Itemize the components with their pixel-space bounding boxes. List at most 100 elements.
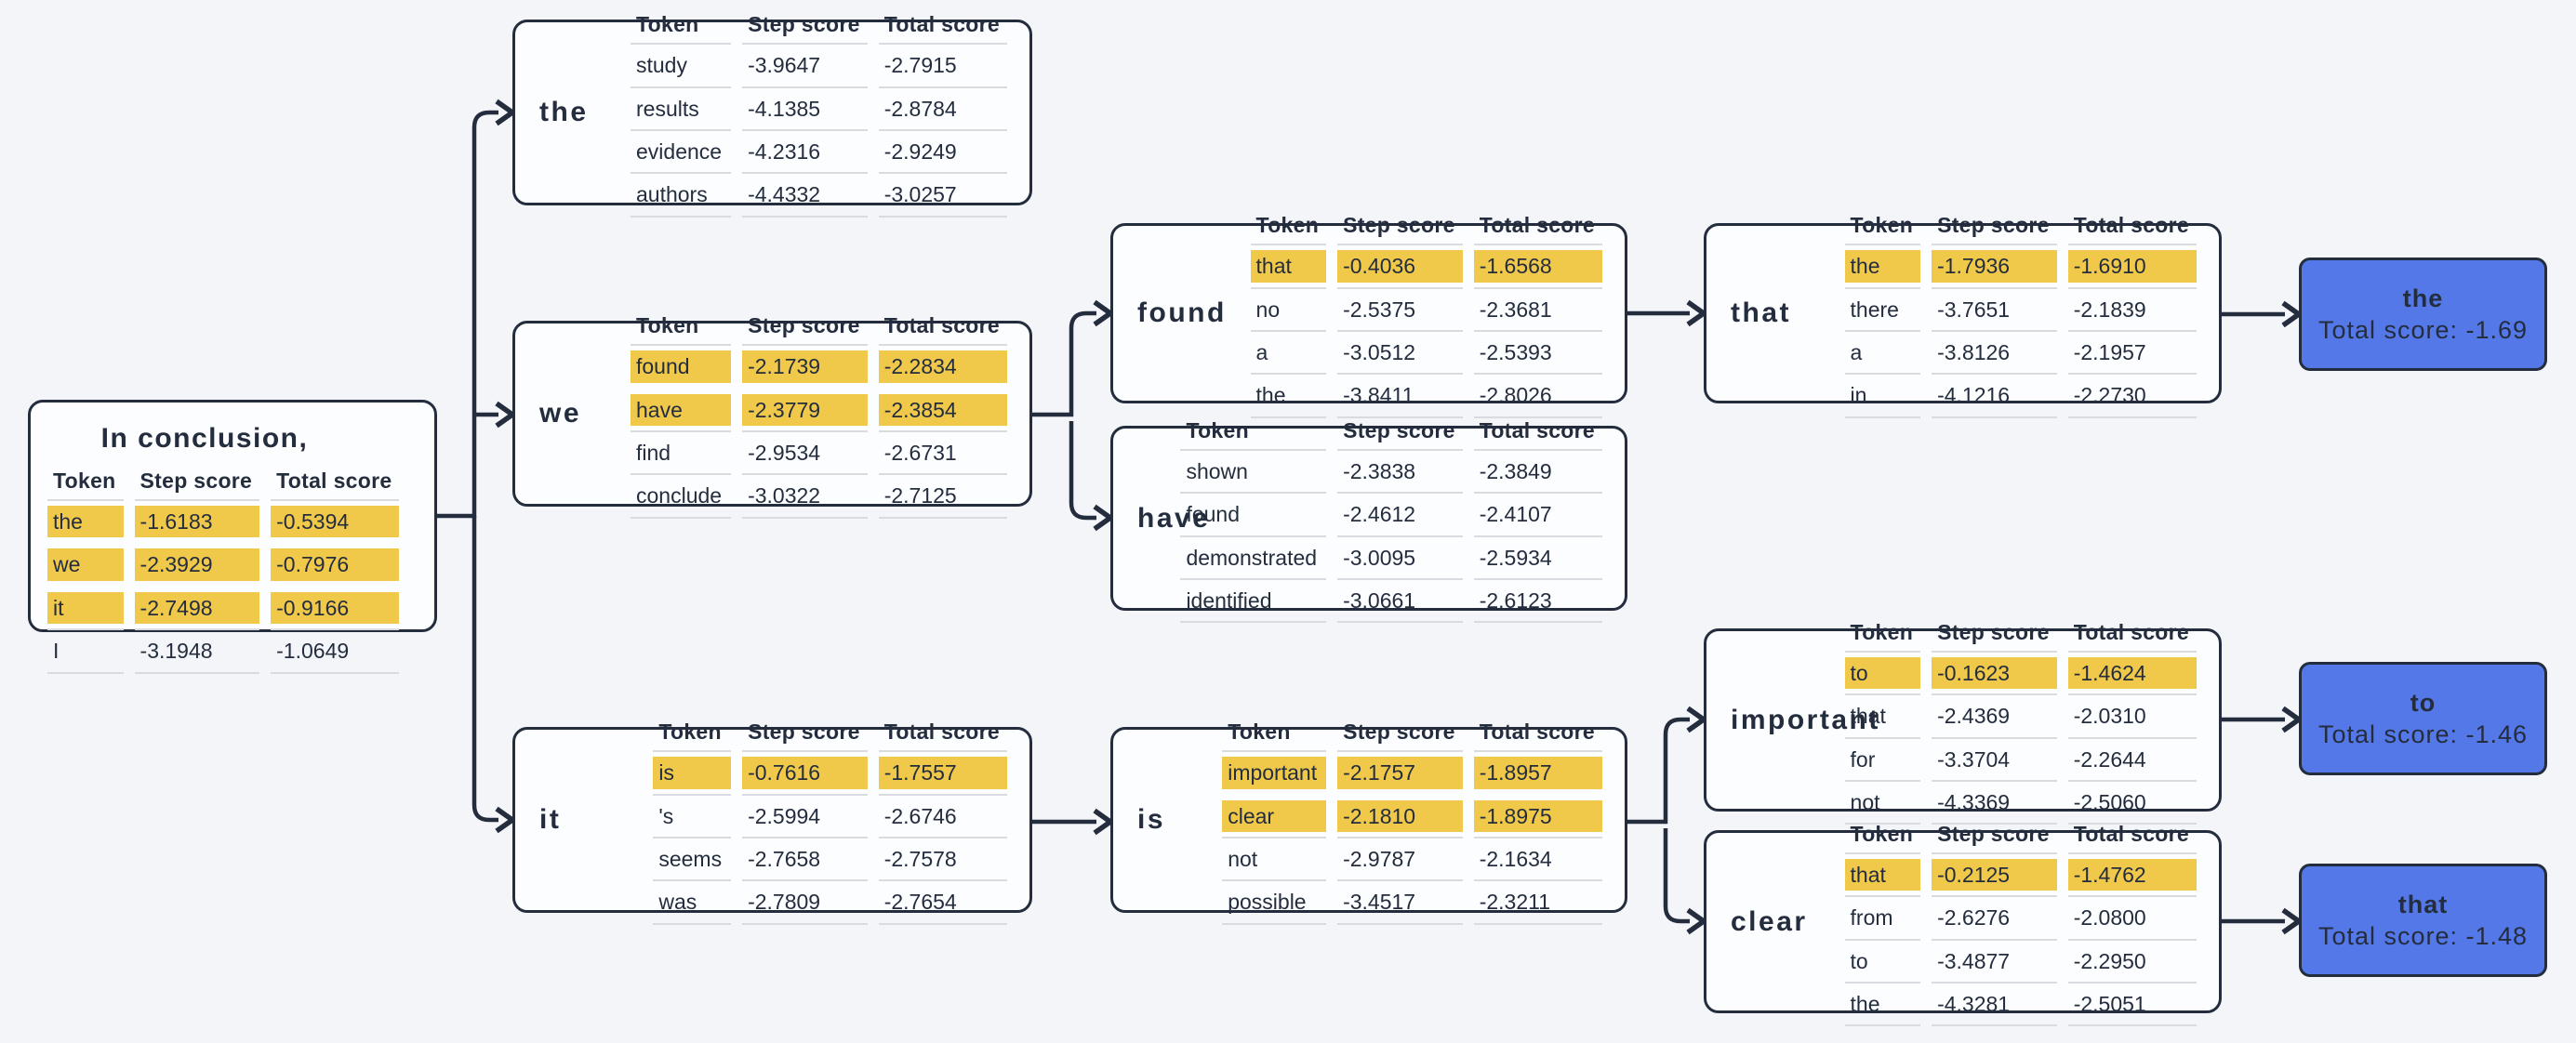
step-score-cell: -3.0661 (1343, 588, 1416, 613)
token-cell: a (1255, 340, 1268, 364)
token-cell: study (636, 53, 687, 78)
step-score-cell: -3.0322 (748, 483, 821, 508)
table-row: shown -2.3838 -2.3849 (1180, 451, 1602, 495)
step-score-cell: -2.1739 (742, 350, 868, 383)
col-header-total-score: Total score (2067, 208, 2197, 246)
header-row: Token Step score Total score (1844, 615, 2197, 653)
step-score-cell: -2.1757 (1337, 757, 1463, 789)
step-score-cell: -2.4612 (1343, 502, 1416, 527)
total-score-cell: -2.1957 (2073, 340, 2146, 364)
node-have-table: Token Step score Total score shown -2.38… (1169, 414, 1613, 624)
table-row: was -2.7809 -2.7654 (653, 881, 1007, 925)
token-cell: seems (658, 847, 723, 871)
total-score-cell: -0.5394 (271, 506, 400, 538)
header-row: Token Step score Total score (47, 464, 400, 501)
total-score-cell: -2.6123 (1479, 588, 1552, 613)
token-cell: that (1250, 250, 1327, 283)
step-score-cell: -2.5375 (1343, 297, 1416, 322)
col-header-total-score: Total score (878, 715, 1007, 753)
step-score-cell: -4.1385 (748, 96, 821, 121)
col-header-step-score: Step score (1932, 208, 2057, 246)
token-cell: in (1850, 383, 1867, 408)
arrowhead-is (1093, 808, 1115, 836)
step-score-cell: -3.7651 (1937, 297, 2011, 322)
terminal-token: to (2410, 688, 2437, 717)
total-score-cell: -2.7654 (883, 890, 957, 915)
step-score-cell: -3.0095 (1343, 545, 1416, 570)
table-row: the -4.3281 -2.5051 (1844, 984, 2197, 1027)
step-score-cell: -2.7498 (134, 591, 260, 625)
table-row: I -3.1948 -1.0649 (47, 630, 400, 674)
step-score-cell: -0.1623 (1932, 656, 2057, 690)
step-score-cell: -2.1810 (1337, 799, 1463, 832)
token-cell: from (1850, 905, 1893, 931)
total-score-cell: -1.4624 (2067, 656, 2197, 690)
total-score-cell: -2.3211 (1479, 890, 1550, 915)
token-cell: it (47, 591, 124, 625)
arrowhead-have (1093, 504, 1115, 532)
table-row: that -2.4369 -2.0310 (1844, 695, 2197, 739)
table-row: results -4.1385 -2.8784 (631, 88, 1007, 131)
table-row: important -2.1757 -1.8957 (1222, 752, 1602, 795)
header-row: Token Step score Total score (1844, 208, 2197, 246)
terminal-node-that: that Total score: -1.48 (2299, 864, 2547, 977)
total-score-cell: -2.2950 (2073, 948, 2146, 973)
arrowhead-terminal-the (2281, 300, 2304, 328)
arrowhead-terminal-that (2281, 907, 2304, 935)
total-score-cell: -2.2730 (2073, 383, 2146, 408)
table-row: seems -2.7658 -2.7578 (653, 838, 1007, 882)
arrowhead-we (495, 401, 517, 429)
col-header-token: Token (631, 7, 732, 46)
arrowhead-terminal-to (2281, 706, 2304, 733)
header-row: Token Step score Total score (631, 309, 1007, 347)
node-it-table: Token Step score Total score is -0.7616 … (642, 715, 1018, 925)
table-row: in -4.1216 -2.2730 (1844, 375, 2197, 418)
step-score-cell: -2.7658 (748, 847, 821, 871)
step-score-cell: -4.2316 (748, 139, 821, 164)
col-header-step-score: Step score (1337, 208, 1463, 246)
table-row: the -3.8411 -2.8026 (1250, 375, 1602, 418)
col-header-step-score: Step score (1337, 715, 1463, 753)
token-cell: there (1850, 297, 1899, 322)
table-row: the -1.7936 -1.6910 (1844, 245, 2197, 289)
edge-we-to-have (1069, 421, 1096, 521)
total-score-cell: -2.2834 (878, 350, 1007, 383)
node-clear-table: Token Step score Total score that -0.212… (1834, 817, 2208, 1027)
table-row: that -0.2125 -1.4762 (1844, 854, 2197, 898)
node-we-table: Token Step score Total score found -2.17… (619, 309, 1018, 519)
header-row: Token Step score Total score (631, 7, 1007, 46)
total-score-cell: -2.2644 (2073, 746, 2146, 772)
total-score-cell: -1.4762 (2067, 858, 2197, 891)
node-found-label: found (1137, 297, 1227, 328)
col-header-step-score: Step score (134, 464, 260, 501)
node-we: we Token Step score Total score found -2… (512, 313, 1032, 519)
edge-is-to-clear (1663, 828, 1690, 924)
header-row: Token Step score Total score (653, 715, 1007, 753)
token-cell: to (1844, 656, 1921, 690)
step-score-cell: -2.5994 (748, 803, 821, 828)
col-header-token: Token (47, 464, 124, 501)
total-score-cell: -2.0310 (2073, 704, 2146, 729)
total-score-cell: -3.0257 (883, 182, 957, 207)
edge-root-to-the (437, 110, 498, 519)
token-cell: possible (1228, 890, 1307, 915)
header-row: Token Step score Total score (1222, 715, 1602, 753)
table-row: found -2.1739 -2.2834 (631, 346, 1007, 389)
col-header-token: Token (1180, 414, 1327, 451)
token-cell: that (1850, 704, 1886, 729)
table-row: from -2.6276 -2.0800 (1844, 897, 2197, 941)
token-cell: the (1850, 991, 1880, 1016)
step-score-cell: -1.6183 (134, 506, 260, 538)
token-cell: have (631, 393, 732, 426)
token-cell: I (53, 639, 60, 664)
step-score-cell: -3.8411 (1343, 383, 1414, 408)
token-cell: we (47, 548, 124, 581)
node-is-table: Token Step score Total score important -… (1211, 715, 1613, 925)
col-header-step-score: Step score (1932, 817, 2057, 854)
token-cell: is (653, 757, 732, 789)
node-clear: clear Token Step score Total score that … (1704, 822, 2222, 1027)
total-score-cell: -2.1634 (1479, 847, 1552, 871)
total-score-cell: -2.8026 (1479, 383, 1552, 408)
step-score-cell: -2.9534 (748, 441, 821, 465)
total-score-cell: -2.5934 (1479, 545, 1552, 570)
